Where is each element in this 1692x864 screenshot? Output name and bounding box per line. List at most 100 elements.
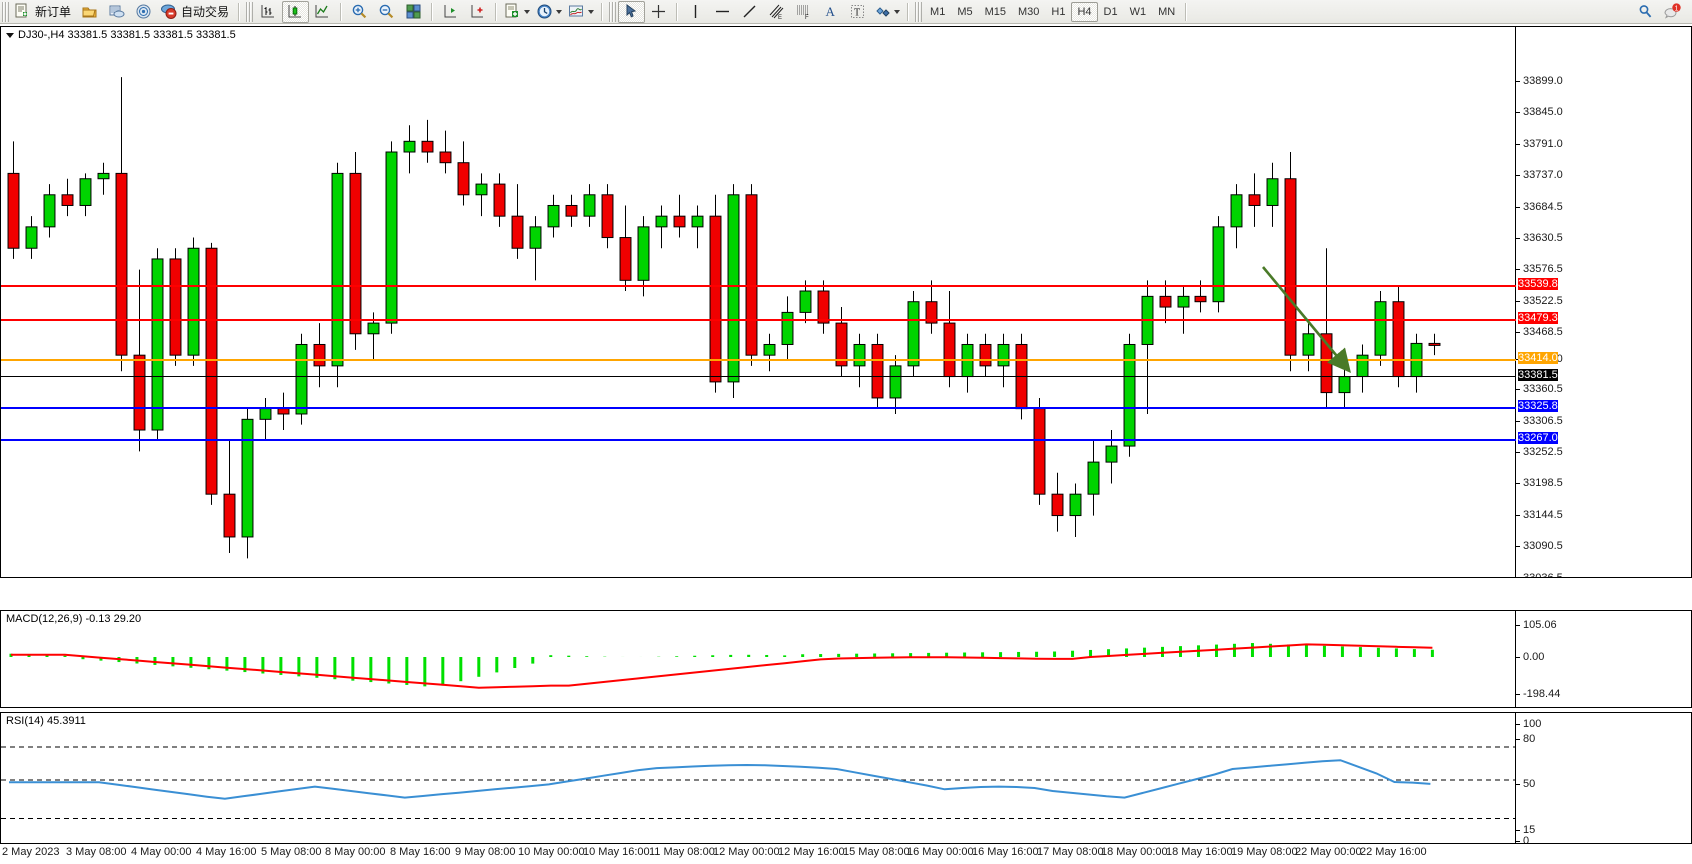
search-button[interactable]	[1632, 1, 1659, 23]
price-tag-current-price[interactable]: 33381.5	[1518, 369, 1558, 381]
autotrading-label: 自动交易	[181, 5, 230, 19]
vertical-line-button[interactable]	[682, 1, 709, 23]
toolbar-grip-2[interactable]	[246, 1, 254, 22]
time-label: 19 May 08:00	[1231, 846, 1298, 858]
auto-scroll-button[interactable]	[464, 1, 491, 23]
timeframe-m1[interactable]: M1	[930, 5, 946, 18]
rsi-tick: 15	[1516, 824, 1535, 836]
price-tag-resistance-2[interactable]: 33479.3	[1518, 312, 1558, 324]
add-indicator-button[interactable]	[501, 1, 533, 23]
fibonacci-icon: F	[797, 5, 809, 20]
price-tag-support-2[interactable]: 33267.0	[1518, 432, 1558, 444]
rsi-series	[1, 746, 1516, 819]
bar-chart-button[interactable]	[255, 1, 282, 23]
cursor-button[interactable]	[618, 0, 646, 23]
zoom-in-icon	[352, 4, 367, 19]
svg-text:T: T	[854, 8, 860, 19]
toolbar-grip-3[interactable]	[609, 1, 617, 22]
timeframe-mn[interactable]: MN	[1158, 5, 1176, 18]
price-tag-resistance-1[interactable]: 33539.8	[1518, 278, 1558, 290]
notifications-icon: 1	[1664, 3, 1681, 19]
rsi-tick: 0	[1516, 835, 1529, 843]
price-chart-pane[interactable]: DJ30-,H4 33381.5 33381.5 33381.5 33381.5	[0, 26, 1692, 578]
price-tag-pivot[interactable]: 33414.0	[1518, 352, 1558, 364]
toolbar-grip-4[interactable]	[915, 1, 923, 22]
folder-button[interactable]	[76, 1, 103, 23]
timeframe-m5[interactable]: M5	[957, 5, 973, 18]
chevron-down-icon[interactable]	[524, 9, 531, 14]
zoom-out-button[interactable]	[373, 1, 400, 23]
crosshair-button[interactable]	[645, 1, 672, 23]
periods-button[interactable]	[533, 1, 565, 23]
toolbar-separator-7	[907, 2, 910, 21]
line-chart-button[interactable]	[309, 1, 336, 23]
macd-plot[interactable]	[1, 611, 1516, 707]
zoom-in-button[interactable]	[346, 1, 373, 23]
chart-header-text: DJ30-,H4 33381.5 33381.5 33381.5 33381.5	[18, 29, 236, 41]
macd-label: MACD(12,26,9) -0.13 29.20	[6, 613, 145, 625]
auto-scroll-icon	[471, 5, 484, 18]
macd-pane[interactable]: MACD(12,26,9) -0.13 29.20 105.06 0.00 -198…	[0, 610, 1692, 708]
text-label-button[interactable]: T	[844, 1, 871, 23]
trendline-icon	[743, 5, 756, 18]
timeframe-m15[interactable]: M15	[984, 5, 1006, 18]
level-line	[1, 359, 1516, 361]
timeframe-h4[interactable]: H4	[1071, 1, 1098, 22]
level-line	[1, 319, 1516, 321]
price-axis[interactable]: 33899.0 33845.0 33791.0 33737.0 33684.5 33630…	[1515, 27, 1691, 577]
rsi-label: RSI(14) 45.3911	[6, 715, 89, 727]
notifications-button[interactable]: 1	[1659, 1, 1686, 23]
autotrading-button[interactable]: 自动交易	[157, 1, 234, 23]
time-label: 9 May 08:00	[455, 846, 516, 858]
trendline-button[interactable]	[736, 1, 763, 23]
text-label-icon: T	[851, 5, 865, 19]
rsi-pane[interactable]: RSI(14) 45.3911 100 80 50 15 0	[0, 712, 1692, 844]
timeframe-m30[interactable]: M30	[1018, 5, 1040, 18]
time-label: 2 May 2023	[2, 846, 60, 858]
chart-menu-arrow-icon[interactable]	[6, 32, 14, 38]
chart-shift-button[interactable]	[437, 1, 464, 23]
vertical-line-icon	[694, 5, 697, 18]
horizontal-line-button[interactable]	[709, 1, 736, 23]
time-label: 10 May 16:00	[583, 846, 650, 858]
new-order-icon	[15, 3, 27, 18]
rsi-tick: 100	[1516, 718, 1541, 730]
timeframe-h1[interactable]: H1	[1051, 5, 1066, 18]
publish-button[interactable]	[103, 1, 130, 23]
timeframe-w1[interactable]: W1	[1129, 5, 1147, 18]
line-chart-icon	[315, 5, 329, 18]
time-label: 10 May 00:00	[518, 846, 585, 858]
chart-area[interactable]: DJ30-,H4 33381.5 33381.5 33381.5 33381.5	[0, 24, 1692, 864]
time-label: 8 May 16:00	[390, 846, 451, 858]
tile-windows-button[interactable]	[400, 1, 427, 23]
time-axis[interactable]: 2 May 2023 3 May 08:00 4 May 00:00 4 May 16…	[0, 844, 1692, 864]
price-tick: 33090.5	[1516, 540, 1563, 552]
equidistant-channel-button[interactable]: E	[763, 1, 790, 23]
chart-header: DJ30-,H4 33381.5 33381.5 33381.5 33381.5	[6, 29, 239, 41]
fibonacci-button[interactable]: F	[790, 1, 817, 23]
templates-button[interactable]	[565, 1, 597, 23]
new-order-button[interactable]: 新订单	[11, 1, 76, 23]
price-tick: 33630.5	[1516, 232, 1563, 244]
chevron-down-icon-3[interactable]	[588, 9, 595, 14]
rsi-plot[interactable]	[1, 713, 1516, 843]
toolbar-grip[interactable]	[2, 1, 9, 22]
rsi-axis[interactable]: 100 80 50 15 0	[1515, 713, 1691, 843]
macd-axis[interactable]: 105.06 0.00 -198.44	[1515, 611, 1691, 707]
level-line	[1, 285, 1516, 287]
svg-text:F: F	[805, 15, 809, 20]
signals-button[interactable]	[130, 1, 157, 23]
timeframe-d1[interactable]: D1	[1103, 5, 1118, 18]
text-button[interactable]: A	[817, 1, 844, 23]
price-plot[interactable]	[1, 27, 1516, 577]
notification-count: 1	[1675, 6, 1679, 13]
folder-icon	[82, 7, 97, 18]
price-tag-support-1[interactable]: 33325.8	[1518, 400, 1558, 412]
candlestick-chart-button[interactable]	[282, 0, 310, 23]
shapes-button[interactable]	[871, 1, 903, 23]
toolbar-separator-8	[1185, 2, 1188, 21]
signals-icon	[136, 4, 151, 19]
chevron-down-icon-4[interactable]	[894, 9, 901, 14]
chevron-down-icon-2[interactable]	[556, 9, 563, 14]
